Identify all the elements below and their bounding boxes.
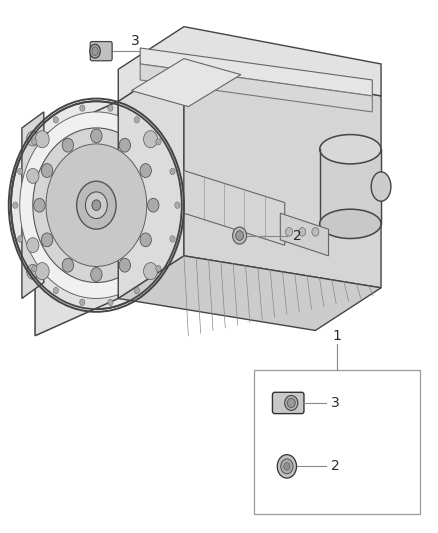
Ellipse shape	[90, 44, 100, 58]
Ellipse shape	[371, 172, 391, 201]
Circle shape	[46, 144, 147, 266]
Circle shape	[281, 459, 293, 474]
Circle shape	[80, 299, 85, 305]
Circle shape	[312, 228, 319, 236]
Circle shape	[148, 198, 159, 212]
Circle shape	[27, 168, 39, 183]
Circle shape	[156, 265, 161, 272]
Text: 2: 2	[331, 459, 339, 473]
Circle shape	[27, 264, 39, 279]
Circle shape	[134, 117, 139, 123]
Polygon shape	[280, 213, 328, 256]
Circle shape	[53, 287, 58, 294]
Circle shape	[156, 139, 161, 145]
Polygon shape	[131, 59, 241, 107]
Circle shape	[27, 131, 39, 146]
Circle shape	[140, 233, 152, 247]
Circle shape	[62, 259, 74, 272]
FancyBboxPatch shape	[90, 42, 112, 61]
Polygon shape	[184, 59, 381, 288]
Polygon shape	[118, 256, 381, 330]
Circle shape	[53, 117, 59, 123]
Circle shape	[11, 101, 182, 309]
Circle shape	[108, 105, 113, 111]
Circle shape	[41, 233, 53, 247]
Circle shape	[35, 263, 49, 280]
Text: 3: 3	[131, 34, 139, 48]
Polygon shape	[140, 64, 372, 112]
Bar	[254, 370, 420, 514]
Circle shape	[119, 259, 131, 272]
Circle shape	[284, 463, 290, 470]
Polygon shape	[22, 112, 44, 298]
Circle shape	[32, 265, 37, 272]
Circle shape	[92, 200, 101, 211]
Ellipse shape	[320, 134, 381, 164]
Circle shape	[80, 105, 85, 111]
Circle shape	[170, 168, 175, 175]
Text: 3: 3	[331, 396, 339, 410]
Circle shape	[144, 131, 158, 148]
Circle shape	[13, 202, 18, 208]
Circle shape	[140, 164, 152, 177]
Circle shape	[286, 228, 293, 236]
Circle shape	[62, 138, 74, 152]
Ellipse shape	[285, 395, 298, 410]
Circle shape	[27, 238, 39, 253]
Circle shape	[41, 164, 53, 177]
Polygon shape	[184, 171, 285, 245]
Circle shape	[34, 198, 45, 212]
Circle shape	[299, 228, 306, 236]
Circle shape	[170, 236, 175, 242]
Polygon shape	[140, 48, 372, 96]
Ellipse shape	[320, 209, 381, 239]
Circle shape	[119, 138, 131, 152]
Polygon shape	[118, 27, 381, 101]
Circle shape	[77, 181, 116, 229]
Circle shape	[32, 139, 37, 145]
Circle shape	[108, 299, 113, 305]
Circle shape	[33, 128, 160, 282]
Circle shape	[233, 227, 247, 244]
Text: 1: 1	[333, 329, 342, 343]
Circle shape	[277, 455, 297, 478]
Circle shape	[85, 192, 107, 219]
Circle shape	[236, 231, 244, 240]
Polygon shape	[35, 101, 118, 336]
Circle shape	[144, 263, 158, 280]
Circle shape	[18, 236, 23, 242]
Circle shape	[35, 131, 49, 148]
Circle shape	[18, 168, 23, 175]
Circle shape	[134, 287, 139, 294]
Polygon shape	[118, 59, 184, 298]
Circle shape	[91, 268, 102, 281]
Circle shape	[175, 202, 180, 208]
Circle shape	[20, 112, 173, 298]
Text: 2: 2	[293, 229, 302, 243]
Circle shape	[91, 129, 102, 143]
FancyBboxPatch shape	[272, 392, 304, 414]
Ellipse shape	[92, 47, 98, 55]
Ellipse shape	[287, 399, 295, 407]
